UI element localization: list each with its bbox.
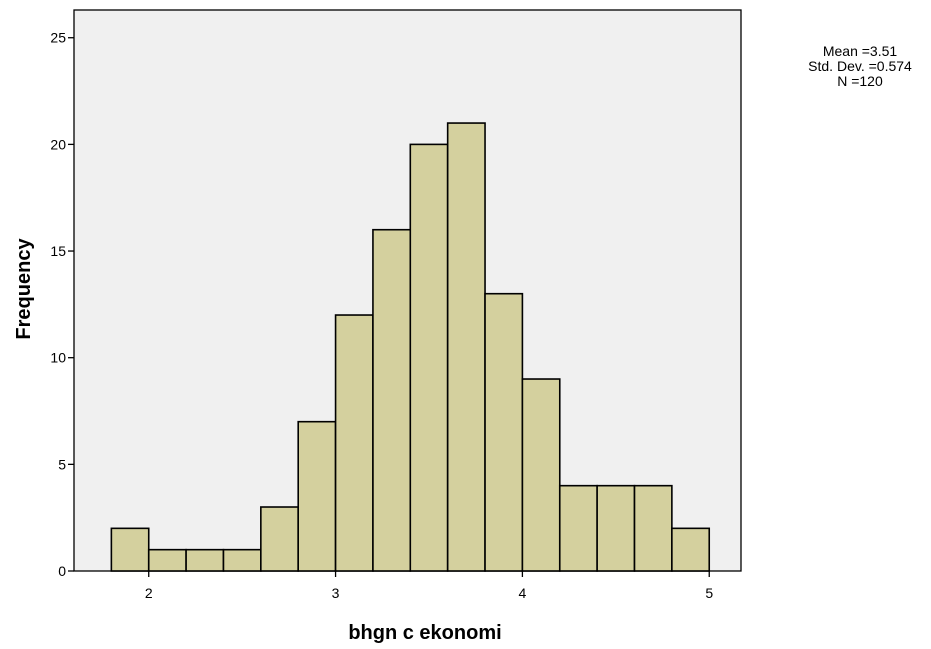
histogram-bar-3 bbox=[222, 548, 262, 572]
y-tick-label: 0 bbox=[58, 563, 66, 579]
histogram-bar-15 bbox=[671, 527, 711, 572]
histogram-bar-9 bbox=[446, 122, 486, 572]
x-axis-title: bhgn c ekonomi bbox=[348, 622, 501, 644]
histogram-bar-13 bbox=[596, 484, 636, 572]
std-dev-label: Std. Dev. =0.574 bbox=[808, 58, 912, 74]
x-tick-label: 3 bbox=[332, 585, 340, 601]
x-tick-label: 2 bbox=[145, 585, 153, 601]
y-tick-label: 10 bbox=[50, 350, 66, 366]
histogram-bar-2 bbox=[185, 548, 225, 572]
x-tick-label: 4 bbox=[519, 585, 527, 601]
y-tick-label: 5 bbox=[58, 456, 66, 472]
mean-label: Mean =3.51 bbox=[822, 43, 898, 59]
statistics-legend: Mean =3.51 Std. Dev. =0.574 N =120 bbox=[780, 44, 931, 89]
histogram-bar-1 bbox=[147, 548, 187, 572]
bars-group bbox=[110, 122, 711, 572]
x-axis: 2 3 4 5 bbox=[145, 571, 713, 601]
histogram-bar-6 bbox=[334, 314, 374, 572]
y-axis-title: Frequency bbox=[13, 238, 35, 340]
y-tick-label: 15 bbox=[50, 243, 66, 259]
histogram-bar-11 bbox=[521, 378, 561, 572]
y-tick-label: 20 bbox=[50, 136, 66, 152]
histogram-bar-0 bbox=[110, 527, 150, 572]
histogram-bar-12 bbox=[558, 484, 598, 572]
histogram-bar-14 bbox=[633, 484, 673, 572]
histogram-bar-7 bbox=[372, 228, 412, 572]
histogram-bar-4 bbox=[260, 506, 300, 572]
y-axis: 0 5 10 15 20 25 bbox=[50, 30, 74, 579]
y-tick-label: 25 bbox=[50, 30, 66, 46]
histogram-bar-10 bbox=[484, 292, 524, 572]
histogram-bar-8 bbox=[409, 143, 449, 572]
x-tick-label: 5 bbox=[705, 585, 713, 601]
n-label: N =120 bbox=[837, 73, 883, 89]
histogram-bar-5 bbox=[297, 420, 337, 572]
